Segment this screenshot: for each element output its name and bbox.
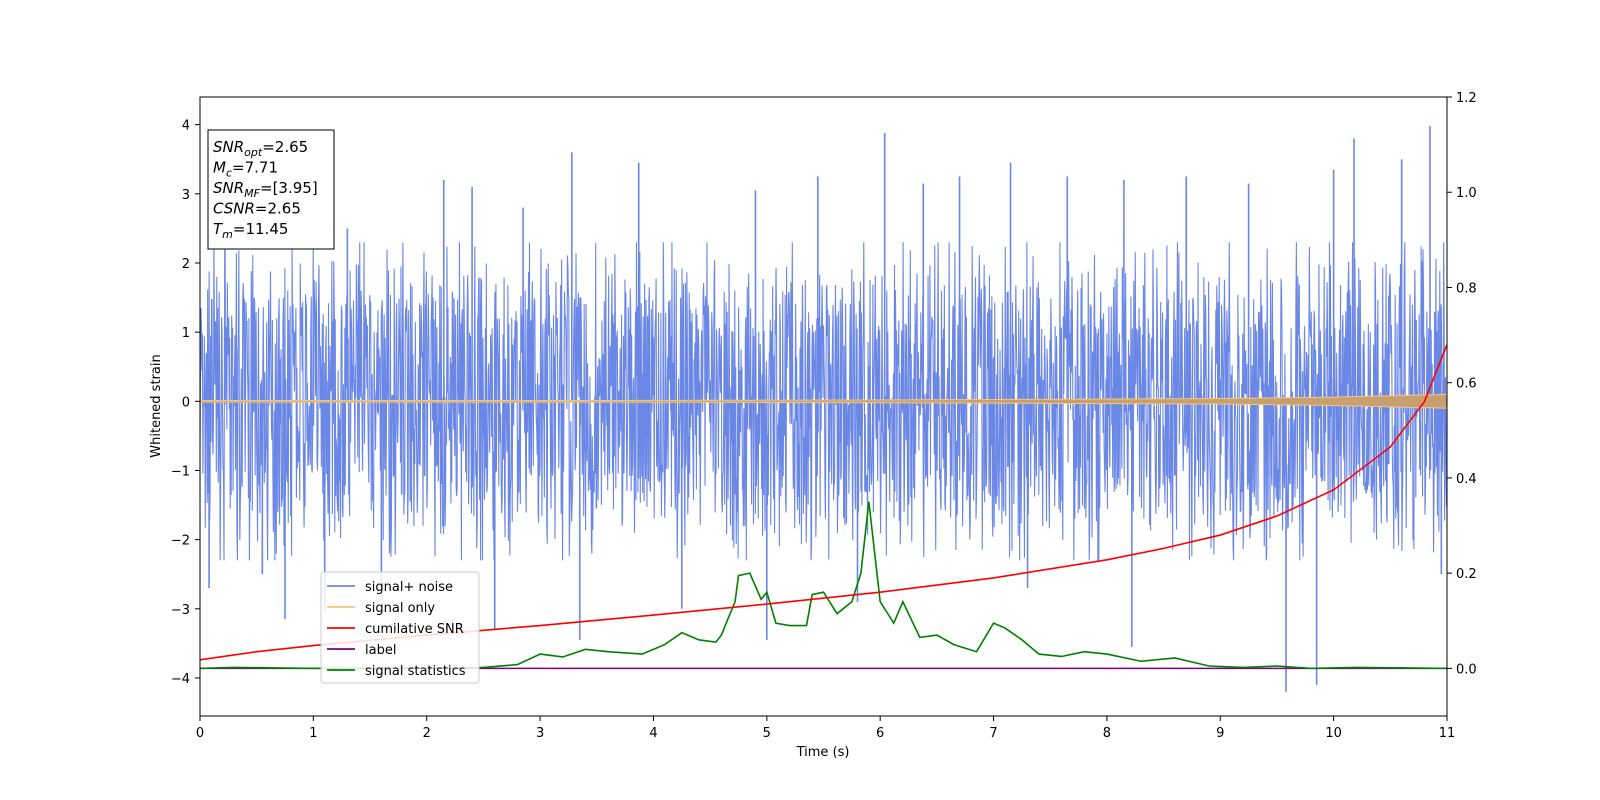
x-tick-label: 11 [1439, 726, 1456, 741]
signal-statistics-line [200, 501, 1447, 670]
x-tick-label: 5 [763, 726, 771, 741]
x-tick-label: 9 [1216, 726, 1224, 741]
y-left-tick-label: 0 [182, 395, 190, 410]
y-axis-left-ticks: −4 −3 −2 −1 0 1 2 3 4 [171, 119, 200, 687]
legend-frame [320, 571, 480, 684]
x-tick-label: 8 [1103, 726, 1111, 741]
x-tick-label: 6 [876, 726, 884, 741]
y-right-tick-label: 1.0 [1456, 186, 1477, 201]
signal-only-series [200, 393, 1447, 409]
legend-label: signal only [365, 601, 435, 616]
x-tick-label: 10 [1325, 726, 1342, 741]
x-tick-label: 4 [649, 726, 657, 741]
y-left-tick-label: 4 [182, 119, 190, 134]
x-axis-label: Time (s) [796, 745, 850, 760]
x-axis-ticks: 0 1 2 3 4 5 6 7 8 9 10 11 [196, 716, 1455, 741]
legend: signal+ noise signal only cumilative SNR la… [320, 571, 480, 684]
legend-label: signal+ noise [365, 580, 453, 595]
y-left-tick-label: −2 [171, 534, 190, 549]
plot-area [199, 96, 1448, 717]
x-tick-label: 3 [536, 726, 544, 741]
x-tick-label: 2 [423, 726, 431, 741]
y-axis-label: Whitened strain [149, 354, 164, 457]
x-tick-label: 7 [989, 726, 997, 741]
y-left-tick-label: −3 [171, 603, 190, 618]
plot-frame [199, 96, 1448, 717]
y-right-tick-label: 0.0 [1456, 662, 1477, 677]
y-right-tick-label: 1.2 [1456, 91, 1477, 106]
annotation-line: Mc=7.71 [213, 159, 278, 180]
y-left-tick-label: −1 [171, 464, 190, 479]
annotation-line: SNRopt=2.65 [213, 138, 308, 159]
signal-only-line [200, 393, 1447, 409]
y-right-tick-label: 0.4 [1456, 472, 1477, 487]
y-right-tick-label: 0.6 [1456, 377, 1477, 392]
y-left-tick-label: 1 [182, 326, 190, 341]
legend-label: signal statistics [365, 664, 466, 679]
y-right-tick-label: 0.2 [1456, 567, 1477, 582]
y-left-tick-label: −4 [171, 672, 190, 687]
x-tick-label: 0 [196, 726, 204, 741]
y-right-tick-label: 0.8 [1456, 281, 1477, 296]
legend-label: cumilative SNR [365, 622, 464, 637]
annotation-frame [207, 129, 335, 250]
annotation-line: Tm=11.45 [213, 220, 288, 241]
signal-noise-series [200, 126, 1447, 692]
y-left-tick-label: 2 [182, 257, 190, 272]
annotation-line: SNRMF=[3.95] [213, 179, 318, 200]
y-axis-right-ticks: 0.0 0.2 0.4 0.6 0.8 1.0 1.2 [1447, 91, 1477, 677]
y-left-tick-label: 3 [182, 188, 190, 203]
signal-noise-line [200, 242, 1447, 561]
legend-label: label [365, 643, 396, 658]
x-tick-label: 1 [309, 726, 317, 741]
annotation-line: CSNR=2.65 [213, 200, 301, 218]
